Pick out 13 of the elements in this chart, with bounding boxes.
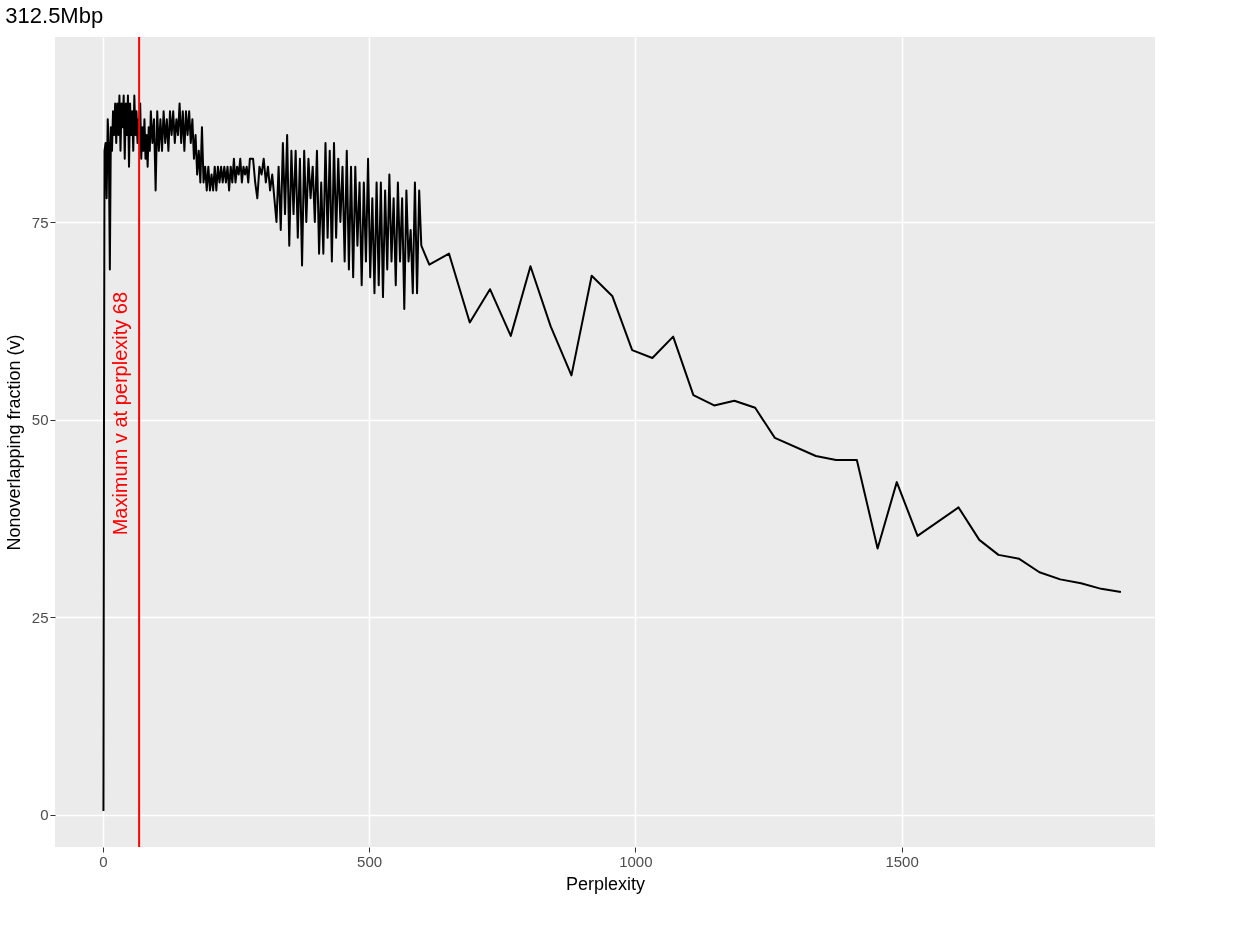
y-tick-label: 50 [31, 411, 49, 429]
line-series [102, 94, 1122, 813]
x-tick-label: 0 [99, 852, 108, 870]
x-tick-label: 1500 [885, 852, 919, 870]
y-tick-label: 75 [31, 213, 49, 231]
ref-line-label: Maximum v at perplexity 68 [109, 291, 132, 536]
y-axis-title: Nonoverlapping fraction (v) [3, 334, 24, 551]
x-tick-label: 1000 [619, 852, 653, 870]
y-tick-label: 25 [31, 608, 49, 626]
chart-title: 312.5Mbp [5, 3, 104, 28]
y-tick-label: 0 [40, 806, 49, 824]
x-tick-label: 500 [357, 852, 383, 870]
x-axis-title: Perplexity [565, 873, 646, 894]
